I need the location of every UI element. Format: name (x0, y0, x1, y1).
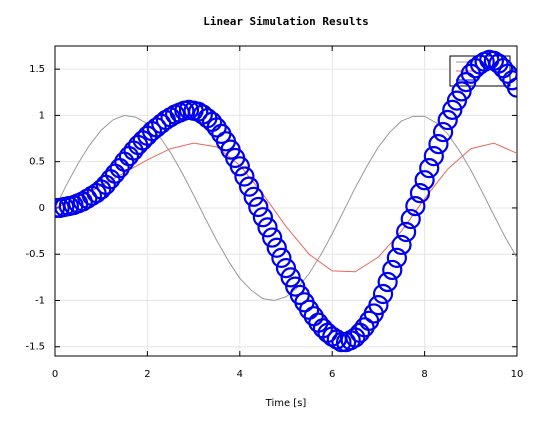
circle-marker (368, 295, 389, 316)
line (55, 142, 517, 273)
y-tick-label: 0 (39, 203, 45, 214)
circle-marker (234, 166, 255, 187)
circle-marker (451, 81, 472, 102)
circle-marker (266, 237, 287, 258)
circle-marker (382, 259, 403, 281)
circle-marker (437, 109, 458, 131)
x-tick-label: 4 (237, 369, 243, 380)
circle-marker (391, 234, 412, 256)
y-tick-label: -0.5 (25, 249, 45, 260)
circle-marker (238, 176, 260, 197)
circle-marker (502, 70, 517, 91)
circle-marker (257, 217, 278, 238)
circle-marker (414, 170, 435, 191)
y-tick-label: 1 (39, 110, 45, 121)
x-tick-label: 0 (52, 369, 58, 380)
circle-marker (400, 208, 421, 230)
x-axis-label: Time [s] (265, 398, 307, 409)
circle-marker (243, 186, 264, 207)
circle-marker (428, 133, 449, 155)
circle-marker (405, 195, 426, 217)
x-tick-label: 10 (511, 369, 524, 380)
circle-marker (396, 221, 417, 243)
circle-marker (446, 90, 468, 111)
circle-marker (442, 99, 463, 120)
circle-marker (271, 247, 292, 269)
y-tick-label: -1 (35, 295, 45, 306)
circle-marker (331, 332, 352, 353)
circle-marker (409, 183, 431, 204)
circle-marker (252, 207, 273, 228)
circle-marker (275, 257, 297, 279)
circle-marker (354, 317, 375, 338)
x-tick-label: 6 (329, 369, 335, 380)
circle-marker (377, 271, 398, 293)
circle-marker (280, 267, 301, 288)
y-tick-label: -1.5 (25, 342, 45, 353)
circle-marker (506, 77, 517, 98)
circle-marker (432, 121, 454, 143)
circle-marker (497, 63, 517, 84)
plot-area (55, 49, 517, 353)
circle-marker (423, 146, 444, 167)
y-tick-label: 1.5 (29, 64, 45, 75)
y-tick-label: 0.5 (29, 157, 45, 168)
x-tick-label: 8 (421, 369, 427, 380)
x-tick-label: 2 (144, 369, 150, 380)
circle-marker (262, 227, 283, 248)
circle-marker (229, 156, 250, 177)
circle-marker (206, 117, 227, 138)
circle-marker (248, 196, 269, 218)
circle-marker (372, 283, 394, 305)
circle-marker (386, 247, 407, 269)
circle-marker (419, 158, 440, 179)
chart-title: Linear Simulation Results (203, 15, 369, 28)
